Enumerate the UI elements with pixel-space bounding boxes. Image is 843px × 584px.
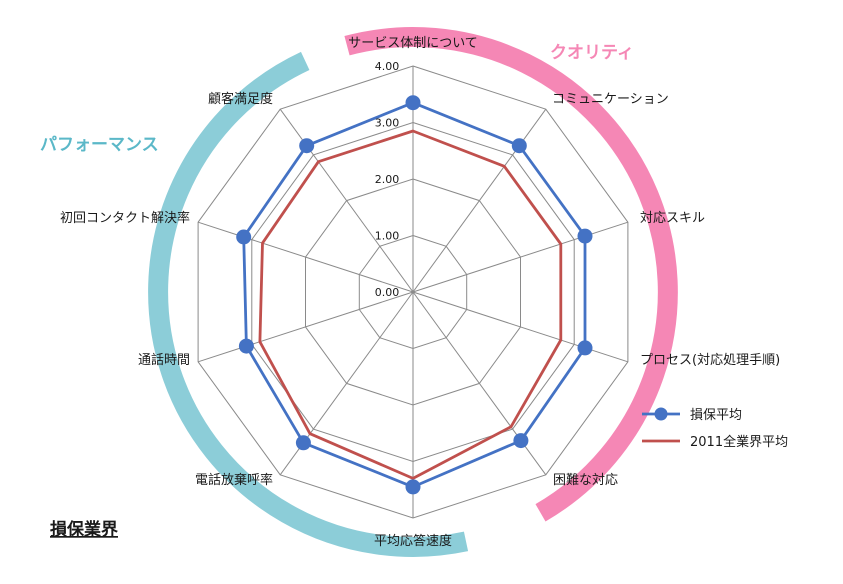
series-0-point-3 <box>577 340 593 356</box>
grid-spoke-8 <box>197 221 414 293</box>
axis-label-6: 電話放棄呼率 <box>195 472 273 488</box>
legend-label-0: 損保平均 <box>690 408 742 423</box>
legend-label-1: 2011全業界平均 <box>690 434 788 450</box>
series-line-0 <box>242 101 587 489</box>
group-label-performance: パフォーマンス <box>40 135 159 155</box>
series-0-point-5 <box>405 479 421 495</box>
band-quality <box>344 27 678 522</box>
band-performance <box>148 51 469 557</box>
tick-labels: 0.00 1.00 2.00 3.00 4.00 <box>375 60 400 299</box>
axis-label-0: サービス体制について <box>348 36 478 51</box>
axis-label-2: 対応スキル <box>640 211 705 226</box>
series-0-point-7 <box>238 338 254 354</box>
tick-label-2: 2.00 <box>375 173 400 186</box>
series-line-1 <box>258 129 563 480</box>
grid-spoke-4 <box>412 291 547 476</box>
series-layer <box>236 95 593 495</box>
series-0-point-9 <box>299 138 315 154</box>
axis-label-9: 顧客満足度 <box>208 91 273 107</box>
grid-spoke-7 <box>197 291 414 363</box>
legend: 損保平均 2011全業界平均 <box>642 407 788 450</box>
series-0-point-8 <box>236 229 252 245</box>
axis-label-4: 困難な対応 <box>553 473 618 488</box>
series-0-point-0 <box>405 95 421 111</box>
series-0-point-4 <box>513 433 529 449</box>
axis-label-5: 平均応答速度 <box>374 533 452 549</box>
chart-title: 損保業界 <box>50 519 118 540</box>
legend-marker-0 <box>654 407 668 421</box>
series-0-point-1 <box>511 138 527 154</box>
group-label-quality: クオリティ <box>550 43 634 63</box>
grid-spoke-1 <box>412 108 547 293</box>
series-0-point-2 <box>577 228 593 244</box>
tick-label-0: 0.00 <box>375 286 400 299</box>
group-bands <box>148 27 678 557</box>
tick-label-4: 4.00 <box>375 60 400 73</box>
axis-label-3: プロセス(対応処理手順) <box>640 353 780 368</box>
tick-label-1: 1.00 <box>375 230 400 243</box>
axis-label-7: 通話時間 <box>138 352 190 368</box>
tick-label-3: 3.00 <box>375 117 400 130</box>
series-0-point-6 <box>295 435 311 451</box>
axis-label-1: コミュニケーション <box>552 92 669 107</box>
axis-label-8: 初回コンタクト解決率 <box>60 210 190 226</box>
